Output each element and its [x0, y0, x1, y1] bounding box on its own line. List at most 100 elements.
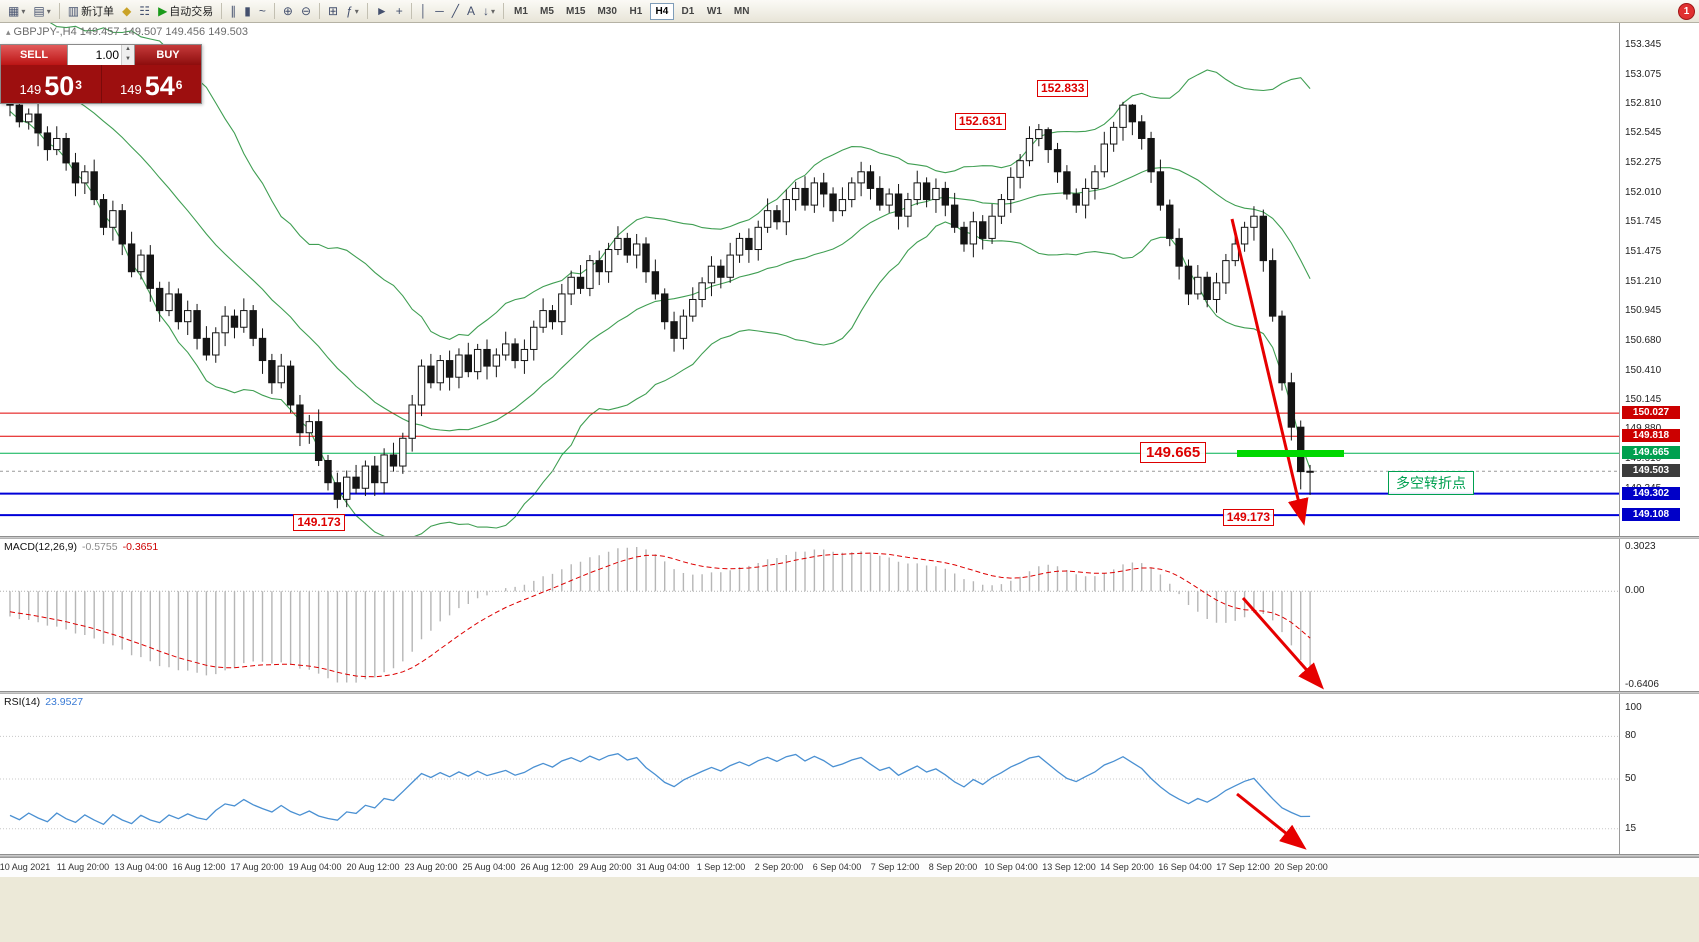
expand-trade-panel-icon[interactable]: ▴ — [6, 27, 11, 37]
chart-candles-button[interactable]: ▮ — [240, 2, 255, 21]
candle-body — [707, 265, 716, 284]
candle-body — [689, 298, 697, 317]
arrows-tool-button[interactable]: ↓ ▾ — [479, 2, 499, 21]
panel-splitter[interactable] — [0, 536, 1699, 539]
tile-windows-button[interactable]: ⊞ — [324, 2, 342, 21]
candle-body — [99, 199, 108, 228]
macd-value: -0.5755 — [81, 541, 118, 553]
time-tick: 16 Sep 04:00 — [1158, 862, 1212, 872]
profiles-button[interactable]: ▤ ▾ — [29, 2, 54, 21]
price-label-annotation[interactable]: 152.631 — [954, 112, 1007, 130]
notifications-badge[interactable]: 1 — [1678, 2, 1695, 20]
time-tick: 8 Sep 20:00 — [928, 862, 978, 872]
candle-body — [558, 293, 566, 323]
zoom-in-button[interactable]: ⊕ — [279, 2, 297, 21]
timeframe-d1-button[interactable]: D1 — [676, 3, 700, 20]
volume-down-button[interactable]: ▼ — [122, 55, 134, 65]
sell-price[interactable]: 149 50 3 — [1, 65, 102, 103]
trend-arrow[interactable] — [1241, 597, 1324, 690]
candle-body — [1259, 215, 1268, 262]
timeframe-m15-button[interactable]: M15 — [561, 3, 590, 20]
zoom-out-button[interactable]: ⊖ — [297, 2, 315, 21]
panel-splitter[interactable] — [0, 854, 1699, 857]
candle-body — [1100, 143, 1109, 173]
candle-body — [876, 187, 884, 206]
candle-body — [333, 482, 342, 500]
time-tick: 10 Sep 04:00 — [984, 862, 1038, 872]
candle-body — [71, 162, 80, 184]
buy-price-point: 6 — [175, 78, 183, 92]
time-tick: 10 Aug 2021 — [0, 862, 51, 872]
metaeditor-button[interactable]: ◆ — [118, 2, 135, 21]
price-label-annotation[interactable]: 149.173 — [1222, 508, 1275, 526]
time-tick: 14 Sep 20:00 — [1100, 862, 1154, 872]
price-label-annotation[interactable]: 149.665 — [1140, 442, 1207, 464]
candle-body — [305, 421, 313, 434]
horizontal-line-button[interactable]: ─ — [431, 2, 448, 21]
toolbar-separator — [58, 3, 60, 19]
macd-chart-canvas[interactable] — [0, 539, 1620, 691]
timeframe-h1-button[interactable]: H1 — [624, 3, 648, 20]
indicators-list-button[interactable]: ƒ ▾ — [342, 2, 363, 21]
candle-body — [717, 265, 725, 278]
candle-body — [286, 365, 295, 406]
volume-input[interactable] — [68, 45, 121, 65]
chart-bars-button[interactable]: ∥ — [226, 2, 240, 21]
candle-body — [567, 276, 575, 295]
candle-body — [240, 310, 248, 328]
buy-price-figure: 149 — [120, 82, 142, 97]
price-label-annotation[interactable]: 149.173 — [293, 514, 345, 532]
support-zone-highlight[interactable] — [1237, 450, 1344, 458]
rsi-chart-canvas[interactable] — [0, 694, 1620, 854]
candlestick-chart-canvas[interactable] — [0, 23, 1620, 536]
candle-body — [53, 137, 61, 151]
candle-body — [1287, 382, 1296, 428]
candle-body — [913, 182, 921, 201]
chart-line-button[interactable]: ~ — [255, 2, 270, 21]
timeframe-m1-button[interactable]: M1 — [509, 3, 533, 20]
new-order-button[interactable]: ▥ 新订单 — [64, 2, 118, 21]
candle-body — [829, 193, 837, 212]
bid-ask-display: 149 50 3 149 54 6 — [1, 65, 201, 103]
volume-up-button[interactable]: ▲ — [122, 45, 134, 55]
timeframe-m30-button[interactable]: M30 — [592, 3, 621, 20]
vertical-line-button[interactable]: │ — [416, 2, 432, 21]
text-tool-button[interactable]: A — [463, 2, 479, 21]
timeframe-mn-button[interactable]: MN — [729, 3, 755, 20]
new-chart-button[interactable]: ▦ ▾ — [4, 2, 29, 21]
time-tick: 1 Sep 12:00 — [696, 862, 746, 872]
trend-arrow[interactable] — [1230, 218, 1309, 526]
buy-button[interactable]: BUY — [135, 45, 201, 65]
trendline-button[interactable]: ╱ — [448, 2, 463, 21]
trend-arrow[interactable] — [1236, 792, 1307, 850]
cursor-button[interactable]: ► — [372, 2, 392, 21]
candle-body — [34, 113, 42, 134]
timeframe-m5-button[interactable]: M5 — [535, 3, 559, 20]
candle-body — [801, 187, 809, 206]
autotrading-button[interactable]: ▶ 自动交易 — [154, 2, 217, 21]
market-watch-button[interactable]: ☷ — [135, 2, 154, 21]
tile-windows-icon: ⊞ — [328, 4, 339, 18]
crosshair-button[interactable]: + — [392, 2, 407, 21]
candle-body — [539, 310, 547, 328]
timeframe-w1-button[interactable]: W1 — [702, 3, 727, 20]
rsi-value: 23.9527 — [45, 696, 84, 708]
new-order-label: 新订单 — [81, 6, 115, 18]
toolbar-separator — [410, 3, 412, 19]
candle-body — [81, 171, 89, 184]
candle-body — [520, 348, 529, 362]
chart-candles-icon: ▮ — [244, 4, 251, 18]
candle-body — [249, 310, 257, 339]
panel-splitter[interactable] — [0, 691, 1699, 694]
price-label-annotation[interactable]: 152.833 — [1037, 79, 1089, 97]
price-tick: 152.810 — [1625, 98, 1662, 110]
timeframe-h4-button[interactable]: H4 — [649, 2, 674, 20]
sell-button[interactable]: SELL — [1, 45, 67, 65]
buy-price[interactable]: 149 54 6 — [102, 65, 202, 103]
price-tick: 150.680 — [1625, 334, 1662, 346]
toolbar-group: │ ─ ╱ A ↓ ▾ — [416, 0, 499, 22]
candle-body — [810, 182, 819, 206]
turning-point-note[interactable]: 多空转折点 — [1388, 471, 1474, 495]
candle-body — [1184, 265, 1193, 295]
